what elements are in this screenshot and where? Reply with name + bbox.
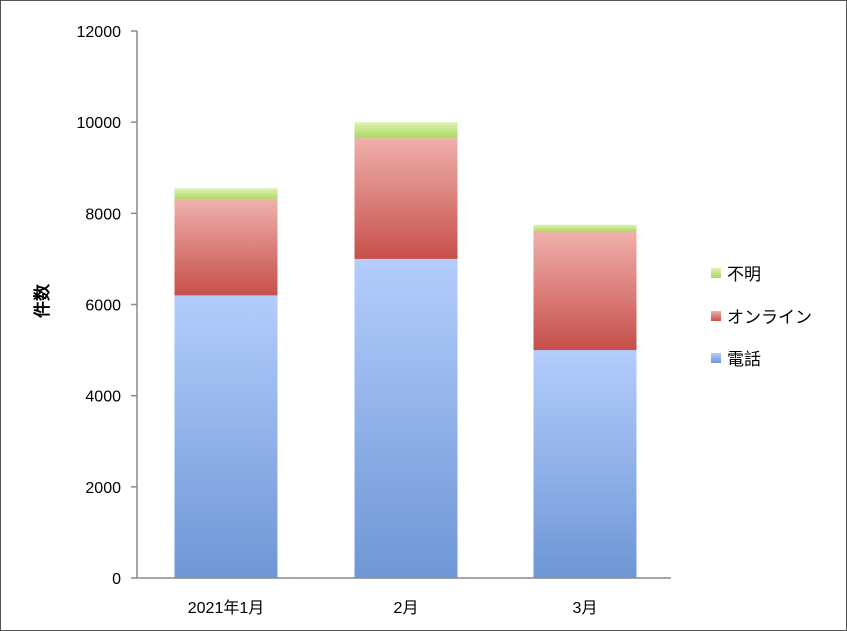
y-tick-label: 0 xyxy=(112,571,121,588)
y-ticks-group: 0 2000 4000 6000 8000 10000 12000 xyxy=(77,24,137,588)
x-category-label: 3月 xyxy=(573,600,598,617)
bar-phone-1 xyxy=(174,295,278,578)
legend-label-phone: 電話 xyxy=(727,350,761,370)
y-tick-label: 6000 xyxy=(85,298,121,315)
bar-online-1 xyxy=(174,199,278,296)
legend-label-online: オンライン xyxy=(727,308,812,328)
bar-online-3 xyxy=(533,231,637,351)
y-tick-label: 4000 xyxy=(85,389,121,406)
bars-group xyxy=(174,122,637,578)
y-tick-label: 2000 xyxy=(85,480,121,497)
y-tick-label: 12000 xyxy=(77,24,122,41)
x-category-label: 2021年1月 xyxy=(188,599,265,617)
bar-phone-2 xyxy=(354,258,458,578)
bar-phone-3 xyxy=(533,350,637,578)
x-labels-group: 2021年1月 2月 3月 xyxy=(188,599,598,617)
legend-swatch-online xyxy=(711,311,721,321)
x-category-label: 2月 xyxy=(394,600,419,617)
bar-unknown-1 xyxy=(174,188,278,200)
legend-label-unknown: 不明 xyxy=(727,265,761,285)
legend-swatch-unknown xyxy=(711,268,721,278)
legend-swatch-phone xyxy=(711,353,721,363)
bar-online-2 xyxy=(354,138,458,259)
bar-unknown-3 xyxy=(533,224,637,232)
y-axis-title: 件数 xyxy=(32,283,53,318)
y-tick-label: 8000 xyxy=(85,206,121,223)
y-tick-label: 10000 xyxy=(77,115,122,132)
bar-unknown-2 xyxy=(354,122,458,139)
